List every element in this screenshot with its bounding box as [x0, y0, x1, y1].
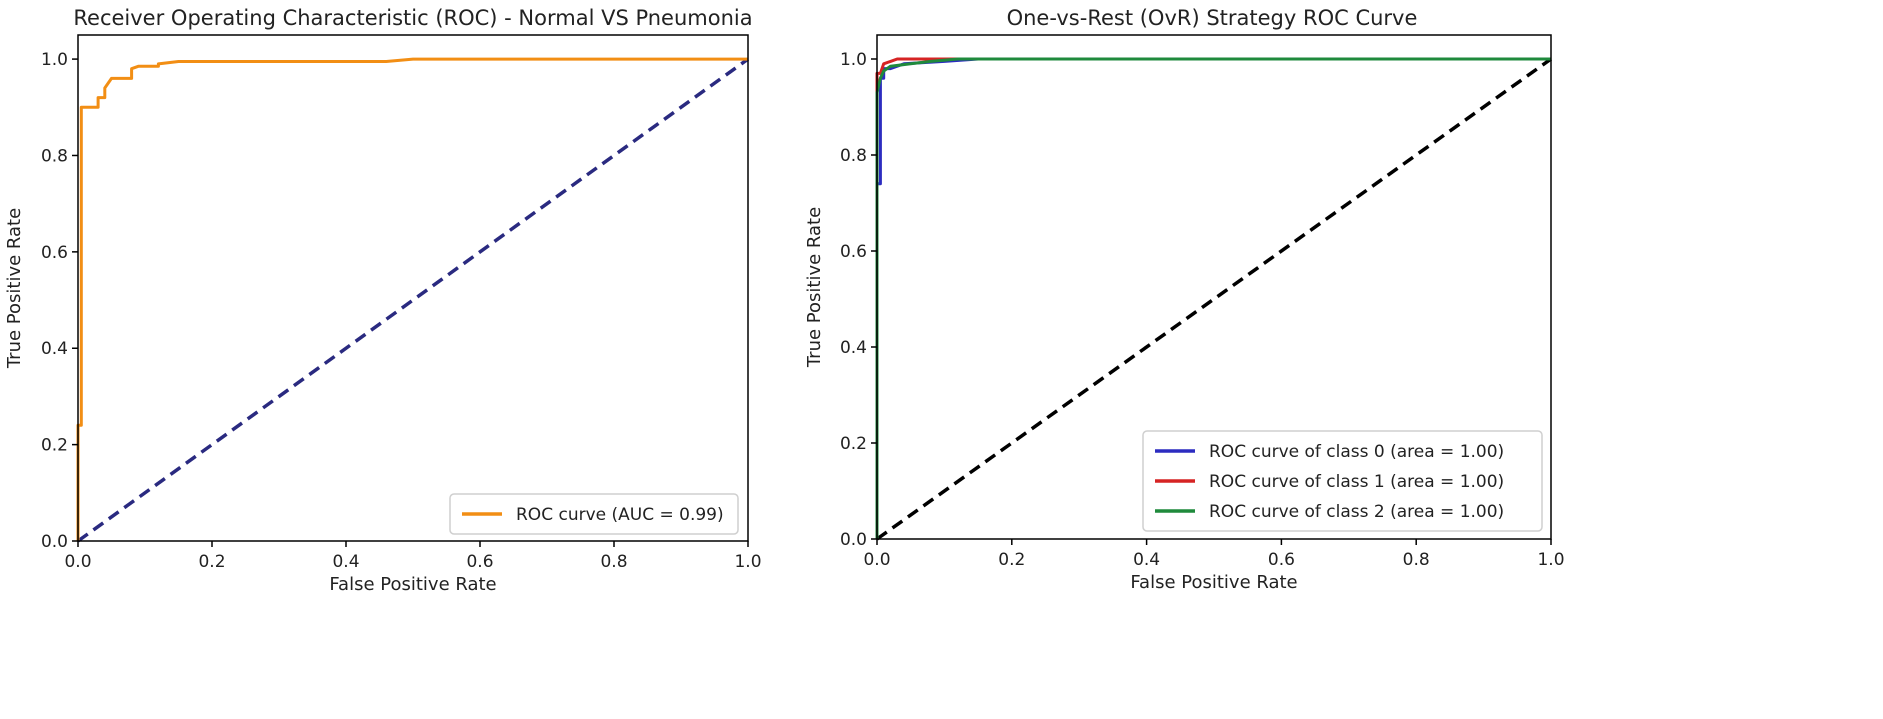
y-axis-label: True Positive Rate: [4, 208, 25, 369]
y-tick-label: 0.0: [41, 532, 68, 552]
legend-label: ROC curve of class 2 (area = 1.00): [1209, 502, 1504, 522]
chart-title: One-vs-Rest (OvR) Strategy ROC Curve: [1007, 6, 1418, 30]
y-tick-label: 1.0: [840, 50, 867, 70]
y-tick-label: 0.2: [41, 436, 68, 456]
axes-frame: [77, 34, 749, 542]
legend-box: [1142, 430, 1543, 532]
series-line-0: [76, 57, 748, 541]
axes-frame: [876, 34, 1552, 540]
y-axis-label: True Positive Rate: [804, 207, 825, 368]
chart-0: Receiver Operating Characteristic (ROC) …: [4, 6, 762, 595]
legend: ROC curve of class 0 (area = 1.00) ROC cu…: [1142, 430, 1543, 532]
chart-title: Receiver Operating Characteristic (ROC) …: [73, 6, 752, 30]
y-tick-label: 0.8: [840, 146, 867, 166]
x-tick-label: 0.4: [332, 552, 359, 572]
y-tick-label: 0.2: [840, 434, 867, 454]
series-line-2: [875, 57, 1551, 539]
x-tick-label: 0.6: [1268, 550, 1295, 570]
x-tick-label: 0.0: [863, 550, 890, 570]
y-tick-label: 0.6: [840, 242, 867, 262]
x-tick-label: 0.2: [998, 550, 1025, 570]
legend-box: [449, 493, 739, 535]
x-tick-label: 1.0: [1537, 550, 1564, 570]
x-tick-label: 0.8: [600, 552, 627, 572]
legend-label: ROC curve (AUC = 0.99): [516, 505, 724, 525]
chance-line: [875, 57, 1553, 541]
y-tick-label: 0.4: [840, 338, 867, 358]
legend: ROC curve (AUC = 0.99): [449, 493, 739, 535]
y-tick-label: 0.0: [840, 530, 867, 550]
x-tick-label: 0.2: [198, 552, 225, 572]
y-tick-label: 1.0: [41, 50, 68, 70]
legend-label: ROC curve of class 0 (area = 1.00): [1209, 442, 1504, 462]
x-tick-label: 0.4: [1133, 550, 1160, 570]
x-tick-label: 0.6: [466, 552, 493, 572]
x-tick-label: 0.8: [1403, 550, 1430, 570]
x-axis-label: False Positive Rate: [1130, 572, 1297, 593]
y-tick-label: 0.8: [41, 146, 68, 166]
x-tick-label: 0.0: [64, 552, 91, 572]
x-tick-label: 1.0: [734, 552, 761, 572]
chance-line: [76, 57, 750, 543]
legend-label: ROC curve of class 1 (area = 1.00): [1209, 472, 1504, 492]
x-axis-label: False Positive Rate: [329, 574, 496, 595]
y-tick-label: 0.4: [41, 339, 68, 359]
y-tick-label: 0.6: [41, 243, 68, 263]
